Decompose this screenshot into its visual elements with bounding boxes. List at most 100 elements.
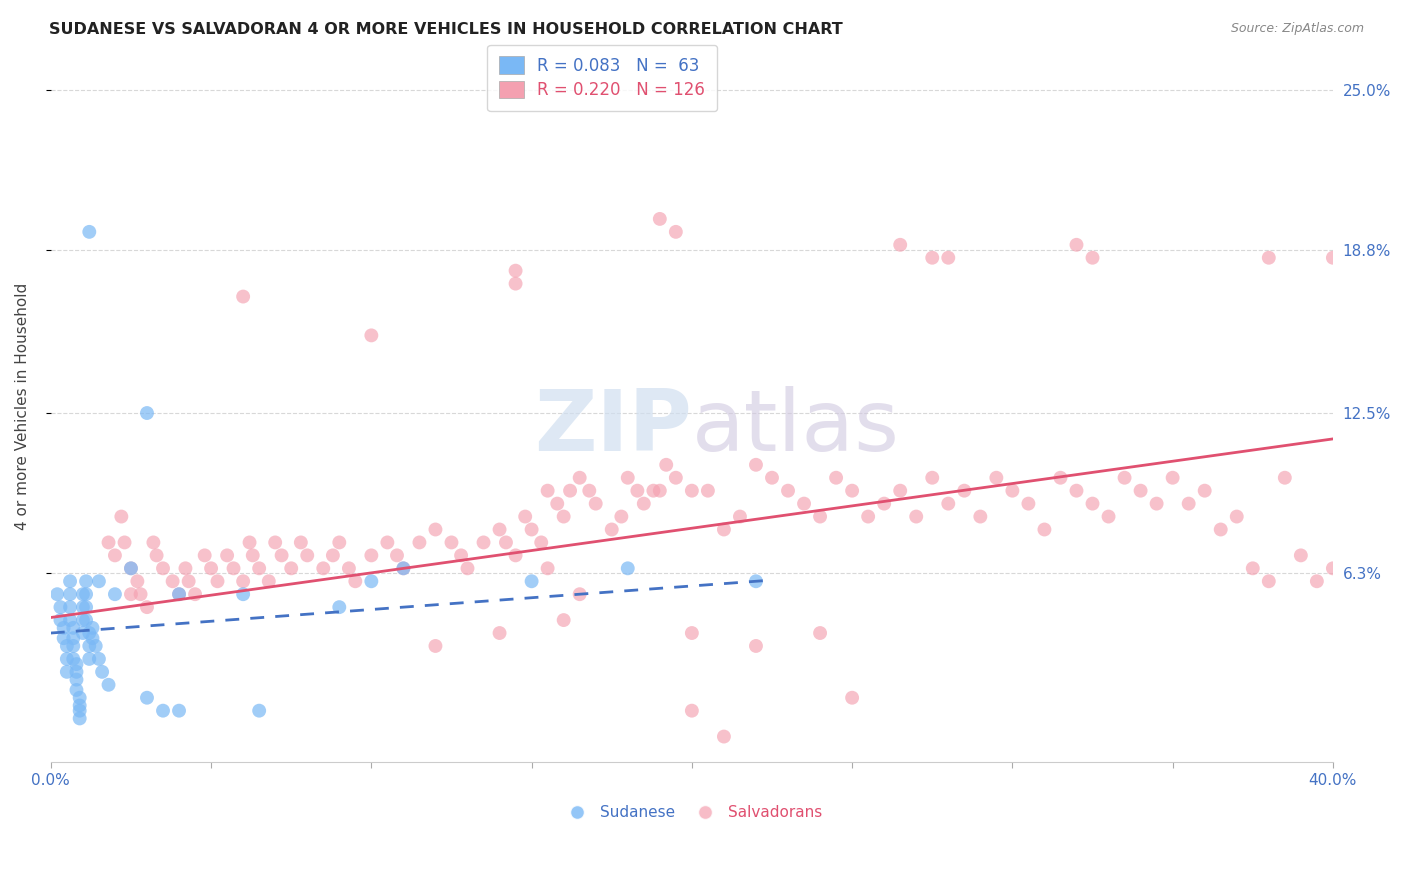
Point (136, 600, 159, 615)
Point (986, 471, 1008, 485)
Point (808, 626, 831, 640)
Point (457, 561, 479, 575)
Point (1001, 483, 1024, 498)
Point (75, 587, 97, 601)
Point (520, 523, 543, 537)
Point (200, 561, 222, 575)
Point (536, 561, 558, 575)
Point (1146, 497, 1168, 511)
Point (167, 587, 190, 601)
Point (69, 698, 91, 713)
Point (1257, 574, 1279, 589)
Point (425, 523, 447, 537)
Point (97, 535, 120, 549)
Point (82, 621, 104, 635)
Point (69, 704, 91, 718)
Point (62, 639, 84, 653)
Text: Source: ZipAtlas.com: Source: ZipAtlas.com (1230, 22, 1364, 36)
Point (472, 535, 495, 549)
Point (312, 561, 335, 575)
Legend: Sudanese, Salvadorans: Sudanese, Salvadorans (555, 798, 828, 826)
Point (425, 639, 447, 653)
Point (969, 509, 991, 524)
Point (1097, 509, 1119, 524)
Point (745, 639, 768, 653)
Point (643, 483, 665, 498)
Point (72, 600, 94, 615)
Point (194, 549, 217, 563)
Point (385, 549, 408, 563)
Text: SUDANESE VS SALVADORAN 4 OR MORE VEHICLES IN HOUSEHOLD CORRELATION CHART: SUDANESE VS SALVADORAN 4 OR MORE VEHICLE… (49, 22, 844, 37)
Point (681, 626, 703, 640)
Point (79, 225, 101, 239)
Point (1081, 497, 1104, 511)
Point (120, 587, 142, 601)
Point (242, 549, 264, 563)
Point (936, 497, 959, 511)
Point (52, 631, 75, 645)
Point (450, 549, 472, 563)
Point (520, 574, 543, 589)
Point (1081, 251, 1104, 265)
Point (62, 652, 84, 666)
Point (280, 561, 302, 575)
Point (825, 471, 848, 485)
Point (648, 483, 671, 498)
Point (104, 587, 127, 601)
Point (167, 704, 190, 718)
Point (889, 483, 911, 498)
Point (1017, 497, 1039, 511)
Point (921, 251, 943, 265)
Point (129, 587, 152, 601)
Text: atlas: atlas (692, 386, 900, 469)
Point (136, 406, 159, 420)
Point (91, 665, 114, 679)
Point (696, 483, 718, 498)
Point (337, 561, 360, 575)
Point (72, 587, 94, 601)
Point (87, 652, 110, 666)
Point (1177, 497, 1199, 511)
Point (633, 497, 655, 511)
Point (56, 665, 79, 679)
Point (1322, 251, 1344, 265)
Point (120, 561, 142, 575)
Point (856, 509, 879, 524)
Point (344, 574, 367, 589)
Point (52, 621, 75, 635)
Point (217, 549, 239, 563)
Y-axis label: 4 or more Vehicles in Household: 4 or more Vehicles in Household (15, 283, 30, 530)
Point (162, 574, 184, 589)
Point (152, 561, 174, 575)
Point (745, 458, 768, 472)
Point (49, 600, 72, 615)
Point (69, 690, 91, 705)
Point (495, 535, 517, 549)
Point (1033, 523, 1056, 537)
Point (505, 263, 527, 277)
Point (136, 690, 159, 705)
Point (841, 483, 863, 498)
Point (841, 690, 863, 705)
Point (46, 587, 69, 601)
Point (665, 471, 688, 485)
Point (207, 574, 229, 589)
Point (1161, 471, 1184, 485)
Point (75, 574, 97, 589)
Point (1289, 549, 1312, 563)
Point (558, 483, 581, 498)
Point (127, 574, 149, 589)
Point (1226, 509, 1249, 524)
Point (553, 509, 575, 524)
Point (392, 561, 415, 575)
Point (1049, 471, 1071, 485)
Point (505, 277, 527, 291)
Point (648, 211, 671, 226)
Point (616, 561, 638, 575)
Point (247, 704, 270, 718)
Point (568, 471, 591, 485)
Point (626, 483, 648, 498)
Point (114, 535, 136, 549)
Point (82, 631, 104, 645)
Point (65, 683, 87, 698)
